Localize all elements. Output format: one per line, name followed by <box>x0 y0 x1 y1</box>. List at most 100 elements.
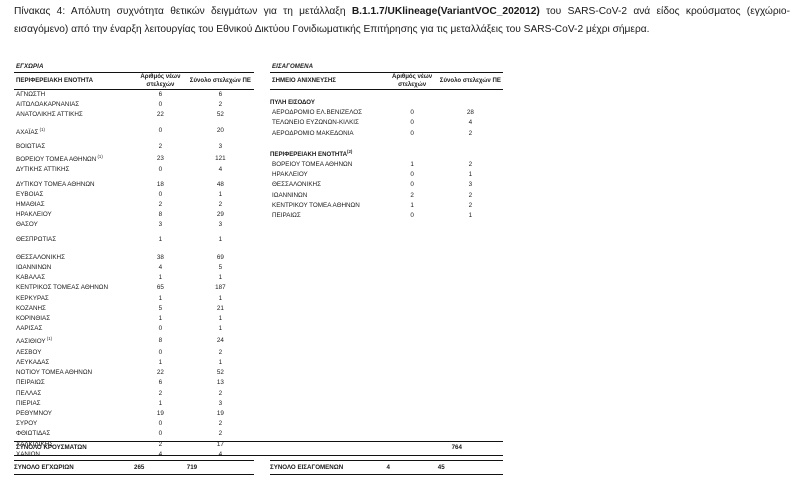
table-row: ΙΩΑΝΝΙΝΩΝ 2 2 <box>270 191 503 201</box>
table-row: ΚΕΝΤΡΙΚΟΥ ΤΟΜΕΑ ΑΘΗΝΩΝ 1 2 <box>270 201 503 211</box>
row-new-count: 65 <box>156 284 164 292</box>
row-total-count: 3 <box>468 181 473 189</box>
imported-col-new: Αριθμός νέων στελεχών <box>386 73 438 90</box>
imported-total-row: ΣΥΝΟΛΟ ΕΙΣΑΓΟΜΕΝΩΝ 4 45 <box>270 459 503 475</box>
row-new-count: 0 <box>410 129 414 137</box>
row-new-count: 1 <box>158 294 163 302</box>
row-label: ΚΕΝΤΡΙΚΟΥ ΤΟΜΕΑ ΑΘΗΝΩΝ <box>272 201 360 209</box>
row-new-count: 19 <box>156 409 164 417</box>
row-new-count: 22 <box>156 111 164 119</box>
table-row: ΚΕΡΚΥΡΑΣ 1 1 <box>14 294 254 304</box>
row-new-count: 1 <box>158 274 163 282</box>
row-new-count: 6 <box>158 91 163 98</box>
row-total-count: 48 <box>216 180 224 188</box>
table-row: ΗΡΑΚΛΕΙΟΥ 0 1 <box>270 170 503 180</box>
row-label: ΛΑΡΙΣΑΣ <box>16 325 43 333</box>
row-total-count: 1 <box>218 294 223 302</box>
row-label: ΘΕΣΠΡΩΤΙΑΣ <box>16 235 57 243</box>
row-new-count: 6 <box>158 379 163 387</box>
row-label: ΧΑΝΙΩΝ <box>16 450 40 458</box>
row-label: ΠΙΕΡΙΑΣ <box>16 399 41 407</box>
row-label: ΔΥΤΙΚΗΣ ΑΤΤΙΚΗΣ <box>16 166 70 174</box>
row-total-count: 2 <box>218 430 223 438</box>
caption-prefix: Πίνακας 4: Απόλυτη συχνότητα θετικών δει… <box>14 6 352 17</box>
row-label: ΗΡΑΚΛΕΙΟΥ <box>272 171 308 179</box>
grand-total-row: ΣΥΝΟΛΟ ΚΡΟΥΣΜΑΤΩΝ 764 <box>14 442 503 455</box>
row-new-count: 4 <box>158 450 163 458</box>
table-row: ΑΕΡΟΔΡΟΜΙΟ ΜΑΚΕΔΟΝΙΑ 0 2 <box>270 129 503 139</box>
row-label: ΗΡΑΚΛΕΙΟΥ <box>16 211 52 219</box>
footnote-marker: (1) <box>38 126 45 132</box>
table-row: ΛΑΡΙΣΑΣ 0 1 <box>14 324 254 334</box>
row-new-count: 0 <box>158 190 163 198</box>
row-total-count: 2 <box>218 101 223 109</box>
row-label: ΘΑΣΟΥ <box>16 221 38 229</box>
table-row: ΕΥΒΟΙΑΣ 0 1 <box>14 190 254 200</box>
domestic-grid: ΠΕΡΙΦΕΡΕΙΑΚΗ ΕΝΟΤΗΤΑ Αριθμός νέων στελεχ… <box>14 73 254 475</box>
row-total-count: 5 <box>218 264 223 272</box>
table-row: ΠΕΙΡΑΙΩΣ 6 13 <box>14 378 254 388</box>
row-new-count: 0 <box>158 166 163 174</box>
row-total-count: 2 <box>218 389 223 397</box>
row-label: ΣΥΡΟΥ <box>16 420 38 428</box>
imported-grid: ΣΗΜΕΙΟ ΑΝΙΧΝΕΥΣΗΣ Αριθμός νέων στελεχών … <box>270 73 503 475</box>
row-new-count: 0 <box>158 101 163 109</box>
row-total-count: 69 <box>216 253 224 261</box>
row-total-count: 4 <box>468 119 473 127</box>
row-label: ΠΕΛΛΑΣ <box>16 389 42 397</box>
row-total-count: 21 <box>216 304 224 312</box>
table-row: ΚΑΒΑΛΑΣ 1 1 <box>14 273 254 283</box>
table-row: ΧΑΝΙΩΝ 4 4 <box>14 450 254 461</box>
row-total-count: 2 <box>218 348 223 356</box>
footnote-marker: (1) <box>96 154 103 160</box>
row-total-count: 1 <box>218 235 223 243</box>
table-row: ΙΩΑΝΝΙΝΩΝ 4 5 <box>14 263 254 273</box>
row-total-count: 1 <box>218 315 223 323</box>
row-label: ΙΩΑΝΝΙΝΩΝ <box>272 191 308 199</box>
table-row: ΛΑΣΙΘΙΟΥ (1) 8 24 <box>14 334 254 347</box>
domestic-col-new: Αριθμός νέων στελεχών <box>134 73 187 90</box>
row-label: ΘΕΣΣΑΛΟΝΙΚΗΣ <box>16 253 65 261</box>
row-new-count: 0 <box>158 420 163 428</box>
row-label: ΙΩΑΝΝΙΝΩΝ <box>16 264 52 272</box>
table-row: ΑΧΑΪΑΣ (1) 0 20 <box>14 121 254 142</box>
row-new-count: 8 <box>158 337 163 344</box>
table-row: ΒΟΡΕΙΟΥ ΤΟΜΕΑ ΑΘΗΝΩΝ (1) 23 121 <box>14 152 254 165</box>
table-row: ΒΟΙΩΤΙΑΣ 2 3 <box>14 142 254 152</box>
row-label: ΑΓΝΩΣΤΗ <box>16 91 46 98</box>
domestic-total-label: ΣΥΝΟΛΟ ΕΓΧΩΡΙΩΝ <box>14 459 134 475</box>
row-new-count: 0 <box>158 127 163 135</box>
table-row: ΠΕΛΛΑΣ 2 2 <box>14 389 254 399</box>
row-label: ΑΕΡΟΔΡΟΜΙΟ ΜΑΚΕΔΟΝΙΑ <box>272 129 354 137</box>
row-new-count: 0 <box>410 171 414 179</box>
grand-total-spacer <box>255 442 411 455</box>
row-total-count: 19 <box>216 409 224 417</box>
row-total-count: 3 <box>218 399 223 407</box>
table-row: ΗΡΑΚΛΕΙΟΥ 8 29 <box>14 210 254 220</box>
domestic-total-total: 719 <box>186 459 254 475</box>
row-label: ΕΥΒΟΙΑΣ <box>16 190 44 198</box>
row-new-count: 2 <box>158 142 163 150</box>
table-caption: Πίνακας 4: Απόλυτη συχνότητα θετικών δει… <box>14 3 790 39</box>
row-label: ΚΕΝΤΡΙΚΟΣ ΤΟΜΕΑΣ ΑΘΗΝΩΝ <box>16 284 109 292</box>
table-row: ΝΟΤΙΟΥ ΤΟΜΕΑ ΑΘΗΝΩΝ 22 52 <box>14 368 254 378</box>
row-new-count: 0 <box>158 348 163 356</box>
footnote-marker: (1) <box>45 336 53 342</box>
row-label: ΒΟΡΕΙΟΥ ΤΟΜΕΑ ΑΘΗΝΩΝ <box>272 161 353 169</box>
row-new-count: 0 <box>158 325 163 333</box>
row-total-count: 1 <box>218 274 223 282</box>
group-header-row: ΠΕΡΙΦΕΡΕΙΑΚΗ ΕΝΟΤΗΤΑ(2) <box>270 147 503 160</box>
domestic-total-row: ΣΥΝΟΛΟ ΕΓΧΩΡΙΩΝ 265 719 <box>14 459 254 475</box>
row-new-count: 2 <box>158 201 163 209</box>
row-new-count: 2 <box>158 389 163 397</box>
row-label: ΒΟΙΩΤΙΑΣ <box>16 142 46 150</box>
grand-total-value: 764 <box>451 444 462 452</box>
row-total-count: 24 <box>216 337 224 344</box>
domestic-col-name: ΠΕΡΙΦΕΡΕΙΑΚΗ ΕΝΟΤΗΤΑ <box>14 73 134 90</box>
row-total-count: 2 <box>468 191 473 199</box>
row-new-count: 0 <box>410 212 414 220</box>
grand-total-strip: ΣΥΝΟΛΟ ΚΡΟΥΣΜΑΤΩΝ 764 <box>14 441 503 456</box>
alignment-spacer <box>270 221 503 460</box>
table-row: ΛΕΥΚΑΔΑΣ 1 1 <box>14 358 254 368</box>
row-label: ΛΕΥΚΑΔΑΣ <box>16 358 50 366</box>
